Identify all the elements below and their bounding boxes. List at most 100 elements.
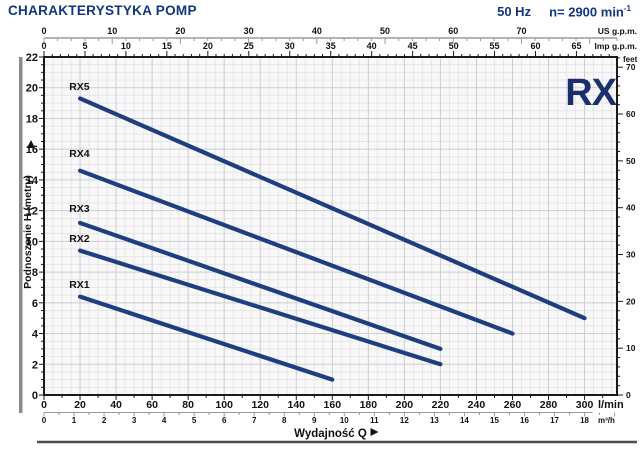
svg-text:17: 17	[550, 416, 559, 425]
svg-text:22: 22	[26, 52, 38, 64]
axis-lmin: 0 20 40 60 80 100 120 140 160 180 200 220 240 260 280 3…	[41, 395, 624, 411]
svg-text:30: 30	[626, 250, 636, 260]
svg-text:40: 40	[626, 203, 636, 213]
svg-text:m³/h: m³/h	[598, 416, 615, 425]
svg-text:260: 260	[504, 399, 522, 411]
axis-us-gpm: 0 10 20 30 40 50 60 70 US g.p.m.	[41, 26, 637, 44]
svg-text:50: 50	[449, 41, 459, 51]
svg-text:45: 45	[408, 41, 418, 51]
svg-text:9: 9	[312, 416, 317, 425]
svg-text:2: 2	[32, 359, 38, 371]
svg-text:5: 5	[192, 416, 197, 425]
speed-exponent: -1	[623, 4, 631, 13]
curve-label-RX3: RX3	[69, 203, 90, 215]
svg-text:200: 200	[396, 399, 414, 411]
x-axis-arrow-icon	[370, 428, 379, 436]
curve-label-RX1: RX1	[69, 279, 90, 291]
svg-text:20: 20	[74, 399, 86, 411]
svg-text:240: 240	[468, 399, 486, 411]
svg-text:280: 280	[540, 399, 558, 411]
svg-text:65: 65	[571, 41, 581, 51]
svg-text:12: 12	[26, 206, 38, 218]
frequency-value: 50 Hz	[497, 4, 532, 19]
svg-text:Imp g.p.m.: Imp g.p.m.	[595, 41, 638, 51]
curve-RX2	[77, 248, 443, 367]
rx-logo: RX	[565, 72, 618, 114]
svg-text:10: 10	[107, 26, 117, 36]
y-axis-title: Podnoszenie H (metry)	[22, 140, 35, 289]
svg-text:0: 0	[41, 41, 46, 51]
svg-text:11: 11	[370, 416, 379, 425]
svg-text:120: 120	[251, 399, 269, 411]
svg-text:20: 20	[626, 296, 636, 306]
svg-text:55: 55	[490, 41, 500, 51]
svg-text:8: 8	[32, 267, 38, 279]
svg-text:80: 80	[182, 399, 194, 411]
curve-RX1	[77, 294, 335, 382]
svg-text:13: 13	[430, 416, 439, 425]
axis-imp-gpm: 0 5 10 15 20 25 30 35 40 45 50 55 60 65 Imp g.p.m.	[41, 41, 637, 57]
svg-text:20: 20	[175, 26, 185, 36]
svg-text:60: 60	[448, 26, 458, 36]
axis-m3h: 0 1 2 3 4 5 6 7 8 9 10 11 12 13 14 15 16 17 18 m³/h	[42, 412, 616, 425]
svg-text:220: 220	[432, 399, 450, 411]
svg-text:8: 8	[282, 416, 287, 425]
svg-text:0: 0	[626, 390, 631, 400]
curve-label-RX4: RX4	[69, 148, 90, 160]
page-title: CHARAKTERYSTYKA POMP	[8, 3, 197, 18]
curve-RX3	[77, 220, 443, 352]
svg-text:35: 35	[326, 41, 336, 51]
svg-text:5: 5	[82, 41, 87, 51]
svg-text:7: 7	[252, 416, 257, 425]
svg-text:25: 25	[244, 41, 254, 51]
y-axis-arrow-icon	[27, 140, 35, 148]
svg-text:RX: RX	[565, 72, 617, 114]
svg-text:1: 1	[72, 416, 77, 425]
svg-text:18: 18	[580, 416, 589, 425]
svg-text:20: 20	[203, 41, 213, 51]
svg-text:160: 160	[324, 399, 342, 411]
svg-text:10: 10	[121, 41, 131, 51]
svg-text:14: 14	[26, 175, 39, 187]
page-rules	[19, 57, 637, 444]
svg-text:0: 0	[41, 399, 47, 411]
pump-curves: RX5 RX4 RX3 RX2 RX1	[69, 81, 587, 382]
svg-text:feet: feet	[623, 55, 638, 64]
svg-text:300: 300	[576, 399, 594, 411]
curve-label-RX5: RX5	[69, 81, 90, 93]
svg-text:0: 0	[41, 26, 46, 36]
svg-text:15: 15	[162, 41, 172, 51]
svg-text:100: 100	[215, 399, 233, 411]
svg-text:30: 30	[285, 41, 295, 51]
svg-text:20: 20	[26, 83, 38, 95]
svg-text:50: 50	[626, 156, 636, 166]
svg-text:0: 0	[32, 390, 38, 402]
svg-text:180: 180	[360, 399, 378, 411]
curve-label-RX2: RX2	[69, 233, 90, 245]
svg-text:Podnoszenie H (metry): Podnoszenie H (metry)	[22, 175, 34, 289]
svg-text:l/min: l/min	[598, 399, 624, 411]
svg-text:12: 12	[400, 416, 409, 425]
svg-text:10: 10	[340, 416, 349, 425]
svg-text:2: 2	[102, 416, 107, 425]
svg-text:18: 18	[26, 113, 38, 125]
curve-RX5	[77, 96, 587, 321]
svg-text:140: 140	[287, 399, 305, 411]
grid	[44, 57, 617, 395]
svg-text:60: 60	[146, 399, 158, 411]
left-side-rule	[19, 57, 23, 413]
svg-text:10: 10	[26, 236, 38, 248]
svg-text:16: 16	[520, 416, 529, 425]
svg-text:US g.p.m.: US g.p.m.	[598, 26, 637, 36]
svg-text:60: 60	[626, 109, 636, 119]
svg-text:4: 4	[162, 416, 167, 425]
speed-value: n= 2900 min-1	[549, 4, 631, 20]
svg-text:15: 15	[490, 416, 499, 425]
svg-text:10: 10	[626, 343, 636, 353]
svg-text:14: 14	[460, 416, 469, 425]
svg-text:0: 0	[42, 416, 47, 425]
svg-text:40: 40	[110, 399, 122, 411]
